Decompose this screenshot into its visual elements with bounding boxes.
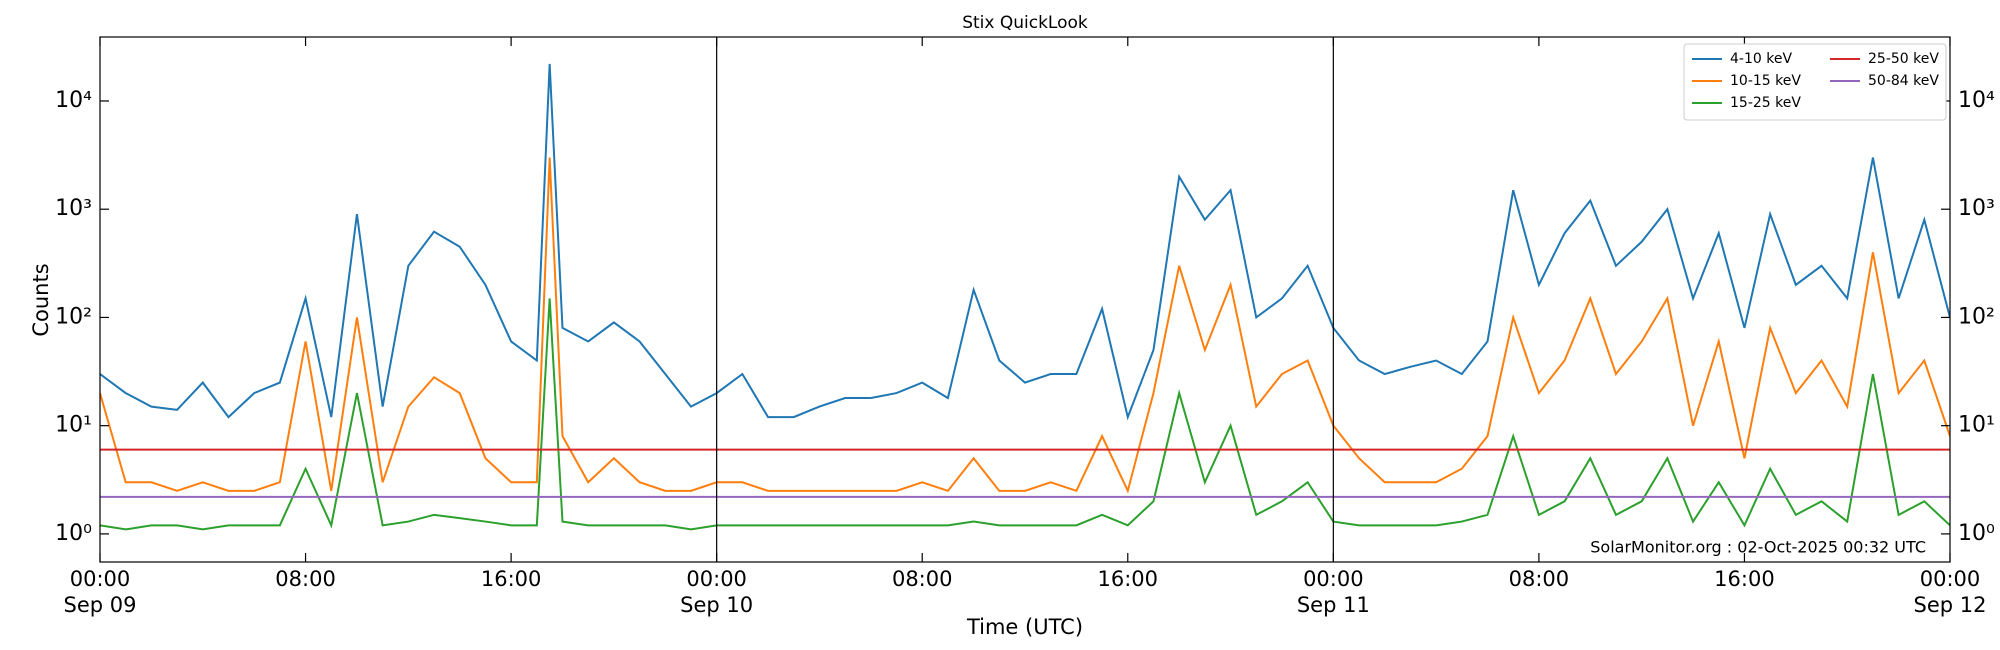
annotation: SolarMonitor.org : 02-Oct-2025 00:32 UTC	[1590, 538, 1926, 557]
y-tick-label: 10⁴	[55, 88, 92, 113]
legend-label: 25-50 keV	[1868, 51, 1939, 67]
x-tick-label: 00:00 Sep 11	[1296, 567, 1370, 617]
y-tick-label: 10⁰	[55, 521, 92, 546]
x-axis-label: Time (UTC)	[966, 615, 1083, 639]
x-tick-label: 00:00 Sep 12	[1913, 567, 1987, 617]
x-tick-label: 16:00	[480, 567, 542, 591]
y-tick-label: 10²	[55, 304, 92, 329]
y-tick-label: 10⁴	[1958, 88, 1995, 113]
y-tick-label: 10²	[1958, 304, 1995, 329]
y-tick-label: 10³	[55, 196, 92, 221]
chart-title: Stix QuickLook	[962, 13, 1088, 33]
x-tick-label: 00:00 Sep 10	[680, 567, 754, 617]
y-tick-label: 10¹	[55, 413, 92, 438]
legend-label: 10-15 keV	[1730, 73, 1801, 89]
y-tick-label: 10³	[1958, 196, 1995, 221]
legend-label: 4-10 keV	[1730, 51, 1792, 67]
y-tick-label: 10⁰	[1958, 521, 1995, 546]
x-tick-label: 08:00	[891, 567, 953, 591]
series-line	[100, 298, 1950, 531]
x-tick-label: 16:00	[1097, 567, 1159, 591]
x-tick-label: 08:00	[275, 567, 336, 591]
x-tick-label: 08:00	[1508, 567, 1570, 591]
legend-box	[1683, 43, 1947, 121]
x-tick-label: 16:00	[1714, 567, 1775, 591]
series-line	[100, 157, 1950, 494]
axes-frame	[99, 36, 1951, 563]
x-tick-label: 00:00 Sep 09	[63, 567, 137, 617]
series-line	[100, 63, 1950, 421]
legend-label: 15-25 keV	[1730, 95, 1801, 111]
legend-label: 50-84 keV	[1868, 73, 1939, 89]
y-axis-label: Counts	[29, 263, 53, 336]
y-tick-label: 10¹	[1958, 413, 1995, 438]
